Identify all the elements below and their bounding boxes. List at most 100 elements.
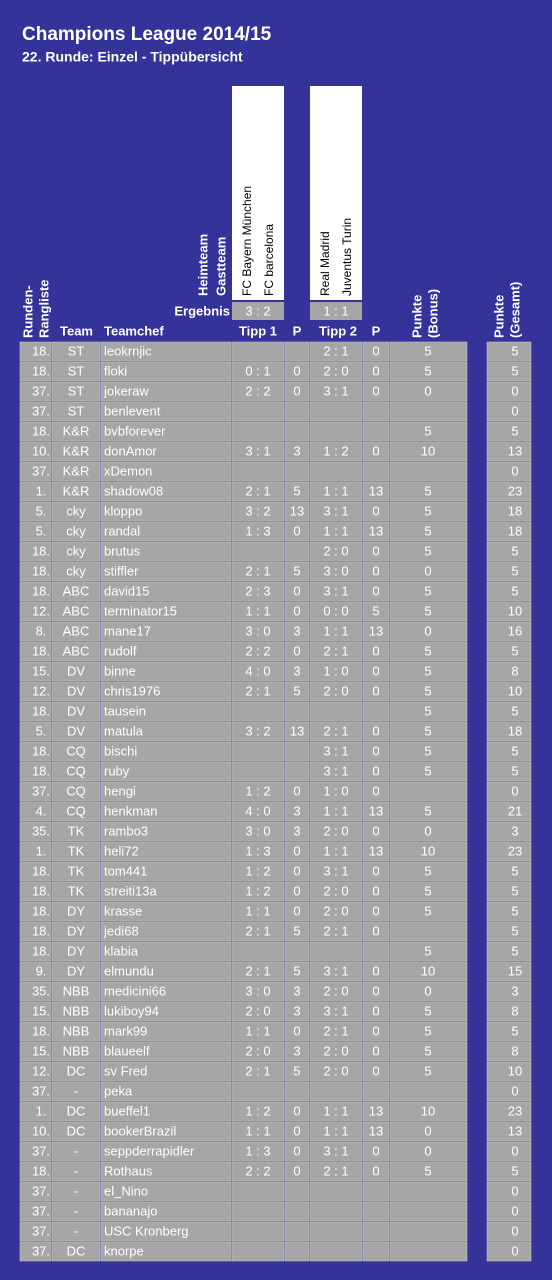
cell (309, 1101, 363, 1122)
cell (309, 1001, 363, 1022)
cell (51, 741, 101, 762)
points-1: 3 (293, 1043, 300, 1058)
cell (362, 721, 390, 742)
cell (389, 981, 468, 1002)
table-header: FC Bayern München FC barcelona 3 : 2 Real M… (20, 86, 522, 338)
away-team: FC barcelona (262, 224, 276, 296)
cell (362, 1001, 390, 1022)
points-2: 0 (372, 683, 379, 698)
cell (19, 401, 52, 422)
teamchef: mark99 (104, 1023, 147, 1038)
cell (51, 1241, 101, 1262)
cell (309, 561, 363, 582)
cell (231, 1001, 285, 1022)
teamchef: kloppo (104, 503, 142, 518)
cell (19, 1101, 52, 1122)
result: 1 : 1 (323, 303, 348, 318)
cell (486, 1221, 532, 1242)
tipp-1: 3 : 2 (245, 503, 270, 518)
rank: 37. (32, 403, 50, 418)
cell (309, 1201, 363, 1222)
cell (309, 781, 363, 802)
teamchef: bueffel1 (104, 1103, 150, 1118)
cell (362, 561, 390, 582)
tipp-2: 2 : 0 (323, 823, 348, 838)
points-1: 3 (293, 823, 300, 838)
teamchef: tausein (104, 703, 146, 718)
bonus: 5 (424, 883, 431, 898)
cell (19, 761, 52, 782)
cell (284, 621, 310, 642)
rank: 8. (36, 623, 47, 638)
cell (309, 461, 363, 482)
tipp-2: 3 : 1 (323, 863, 348, 878)
cell (389, 481, 468, 502)
cell (284, 561, 310, 582)
cell (309, 1081, 363, 1102)
points-1: 0 (293, 583, 300, 598)
cell (100, 821, 232, 842)
rank: 37. (32, 1083, 50, 1098)
cell (51, 661, 101, 682)
tipp-2: 3 : 1 (323, 963, 348, 978)
points-2: 0 (372, 783, 379, 798)
bonus: 10 (421, 963, 435, 978)
tipp-1: 2 : 3 (245, 583, 270, 598)
teamchef: floki (104, 363, 127, 378)
points-1: 0 (293, 1123, 300, 1138)
bonus: 5 (424, 503, 431, 518)
tipp-1: 4 : 0 (245, 803, 270, 818)
cell (486, 481, 532, 502)
cell (362, 761, 390, 782)
tipp-2: 3 : 1 (323, 583, 348, 598)
cell (309, 441, 363, 462)
cell (389, 741, 468, 762)
total: 18 (508, 723, 522, 738)
total: 5 (511, 583, 518, 598)
cell (284, 761, 310, 782)
team: ST (68, 403, 85, 418)
cell (231, 961, 285, 982)
total: 5 (511, 1023, 518, 1038)
tipp-1: 2 : 1 (245, 923, 270, 938)
cell (362, 901, 390, 922)
cell (362, 841, 390, 862)
rank: 37. (32, 1143, 50, 1158)
result-label: Ergebnis (174, 303, 230, 318)
points-2: 0 (372, 343, 379, 358)
subtitle: 22. Runde: Einzel - Tippübersicht (22, 49, 243, 65)
team: ST (68, 383, 85, 398)
cell (231, 781, 285, 802)
cell (284, 721, 310, 742)
rank: 37. (32, 1203, 50, 1218)
team: TK (68, 883, 85, 898)
cell (362, 401, 390, 422)
cell (231, 881, 285, 902)
cell (309, 1221, 363, 1242)
cell (19, 821, 52, 842)
cell (231, 1121, 285, 1142)
cell (362, 1221, 390, 1242)
cell (486, 1141, 532, 1162)
bonus: 5 (424, 763, 431, 778)
team: - (74, 1163, 78, 1178)
cell (51, 1161, 101, 1182)
cell (51, 1081, 101, 1102)
cell (389, 681, 468, 702)
cell (231, 941, 285, 962)
bonus: 0 (424, 1123, 431, 1138)
cell (389, 901, 468, 922)
bonus: 0 (424, 563, 431, 578)
cell (284, 881, 310, 902)
cell (362, 941, 390, 962)
rank: 12. (32, 1063, 50, 1078)
cell (486, 421, 532, 442)
total: 0 (511, 383, 518, 398)
points-1: 0 (293, 1163, 300, 1178)
team: TK (68, 843, 85, 858)
cell (362, 1061, 390, 1082)
points-2: 0 (372, 1043, 379, 1058)
total: 5 (511, 643, 518, 658)
bonus: 0 (424, 823, 431, 838)
